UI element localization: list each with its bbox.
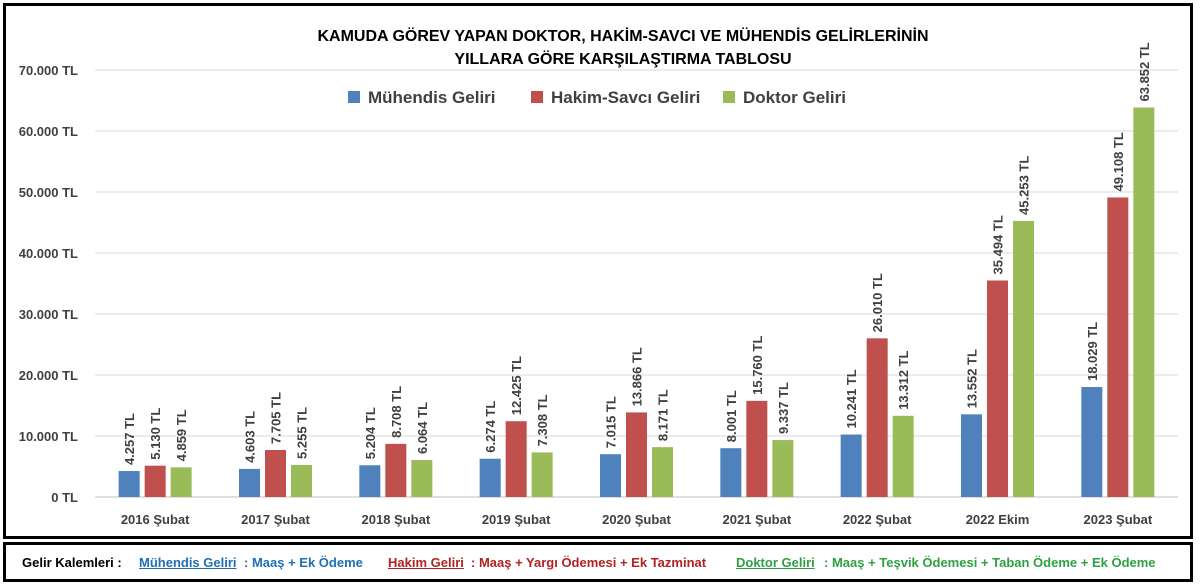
x-tick-label: 2020 Şubat bbox=[602, 512, 671, 527]
data-label: 7.308 TL bbox=[535, 394, 550, 446]
data-label: 13.866 TL bbox=[630, 347, 645, 406]
x-tick-label: 2017 Şubat bbox=[241, 512, 310, 527]
data-label: 5.255 TL bbox=[295, 407, 310, 459]
data-label: 35.494 TL bbox=[991, 215, 1006, 274]
data-label: 4.603 TL bbox=[243, 411, 258, 463]
data-label: 15.760 TL bbox=[750, 336, 765, 395]
bar bbox=[772, 440, 794, 497]
bar bbox=[652, 447, 673, 497]
legend-label: Mühendis Geliri bbox=[368, 88, 496, 107]
x-axis: 2016 Şubat 2017 Şubat 2018 Şubat 2019 Şubat… bbox=[121, 512, 1153, 527]
data-label: 8.171 TL bbox=[656, 389, 671, 441]
bar bbox=[411, 460, 433, 497]
x-tick-label: 2023 Şubat bbox=[1084, 512, 1153, 527]
bar bbox=[239, 468, 260, 497]
y-axis: 0 TL 10.000 TL 20.000 TL 30.000 TL 40.000 TL… bbox=[19, 63, 78, 505]
data-label: 4.859 TL bbox=[174, 409, 189, 461]
bar bbox=[840, 434, 862, 497]
data-label: 18.029 TL bbox=[1085, 322, 1100, 381]
x-tick-label: 2018 Şubat bbox=[362, 512, 431, 527]
bar bbox=[866, 338, 888, 497]
data-label: 12.425 TL bbox=[509, 356, 524, 415]
y-tick-label: 40.000 TL bbox=[19, 246, 78, 261]
data-label: 63.852 TL bbox=[1137, 42, 1152, 101]
y-tick-label: 0 TL bbox=[51, 490, 78, 505]
footer-prefix: Gelir Kalemleri : bbox=[22, 555, 122, 570]
bar bbox=[1133, 107, 1155, 497]
bar bbox=[892, 415, 914, 497]
data-label: 5.130 TL bbox=[148, 408, 163, 460]
bar bbox=[626, 412, 647, 497]
data-label: 5.204 TL bbox=[363, 407, 378, 459]
data-label: 8.001 TL bbox=[724, 390, 739, 442]
bar bbox=[291, 464, 312, 497]
y-tick-label: 10.000 TL bbox=[19, 429, 78, 444]
y-tick-label: 50.000 TL bbox=[19, 185, 78, 200]
footer-judge-name: Hakim Geliri bbox=[388, 555, 464, 570]
data-label: 6.064 TL bbox=[415, 402, 430, 454]
footer-doctor-items: : Maaş + Teşvik Ödemesi + Taban Ödeme + … bbox=[824, 555, 1156, 570]
chart-title-line2: YILLARA GÖRE KARŞILAŞTIRMA TABLOSU bbox=[454, 49, 791, 68]
bar bbox=[600, 454, 621, 497]
bar bbox=[987, 280, 1008, 497]
chart-frame: KAMUDA GÖREV YAPAN DOKTOR, HAKİM-SAVCI V… bbox=[3, 3, 1193, 539]
bars: 4.257 TL 5.130 TL 4.859 TL 4.603 TL 7.705 TL… bbox=[118, 42, 1155, 497]
bar bbox=[1013, 220, 1034, 497]
bar bbox=[720, 448, 742, 497]
data-label: 7.705 TL bbox=[269, 392, 284, 444]
y-tick-label: 30.000 TL bbox=[19, 307, 78, 322]
footer-judge-items: : Maaş + Yargı Ödemesi + Ek Tazminat bbox=[471, 555, 707, 570]
bar bbox=[961, 414, 982, 497]
y-tick-label: 70.000 TL bbox=[19, 63, 78, 78]
x-tick-label: 2019 Şubat bbox=[482, 512, 551, 527]
legend-label: Hakim-Savcı Geliri bbox=[551, 88, 700, 107]
footer-engineer-name: Mühendis Geliri bbox=[139, 555, 237, 570]
legend-swatch bbox=[531, 91, 543, 103]
x-tick-label: 2016 Şubat bbox=[121, 512, 190, 527]
bar bbox=[359, 465, 381, 497]
data-label: 8.708 TL bbox=[389, 386, 404, 438]
data-label: 49.108 TL bbox=[1111, 132, 1126, 191]
income-comparison-chart: KAMUDA GÖREV YAPAN DOKTOR, HAKİM-SAVCI V… bbox=[19, 26, 1178, 527]
legend: Mühendis Geliri Hakim-Savcı Geliri Doktor … bbox=[348, 88, 846, 107]
footer-doctor-name: Doktor Geliri bbox=[736, 555, 815, 570]
x-tick-label: 2022 Ekim bbox=[966, 512, 1030, 527]
legend-swatch bbox=[723, 91, 735, 103]
bar bbox=[746, 400, 768, 497]
data-label: 7.015 TL bbox=[604, 396, 619, 448]
bar bbox=[170, 467, 192, 497]
y-tick-label: 20.000 TL bbox=[19, 368, 78, 383]
data-label: 13.552 TL bbox=[965, 349, 980, 408]
data-label: 45.253 TL bbox=[1017, 156, 1032, 215]
y-tick-label: 60.000 TL bbox=[19, 124, 78, 139]
bar bbox=[265, 449, 286, 497]
legend-label: Doktor Geliri bbox=[743, 88, 846, 107]
bar bbox=[531, 452, 553, 497]
x-tick-label: 2021 Şubat bbox=[723, 512, 792, 527]
chart-title-line1: KAMUDA GÖREV YAPAN DOKTOR, HAKİM-SAVCI V… bbox=[317, 26, 928, 45]
bar bbox=[1081, 387, 1103, 497]
footer-legend: Gelir Kalemleri : Mühendis Geliri : Maaş… bbox=[3, 542, 1193, 582]
footer-engineer-items: : Maaş + Ek Ödeme bbox=[244, 555, 363, 570]
bar bbox=[118, 471, 140, 497]
data-label: 9.337 TL bbox=[776, 382, 791, 434]
data-label: 13.312 TL bbox=[896, 350, 911, 409]
bar bbox=[144, 465, 166, 497]
bar bbox=[1107, 197, 1129, 497]
data-label: 4.257 TL bbox=[122, 413, 137, 465]
data-label: 26.010 TL bbox=[870, 273, 885, 332]
bar bbox=[479, 458, 501, 497]
x-tick-label: 2022 Şubat bbox=[843, 512, 912, 527]
bar bbox=[505, 421, 527, 497]
data-label: 10.241 TL bbox=[844, 369, 859, 428]
bar bbox=[385, 443, 407, 497]
data-label: 6.274 TL bbox=[483, 401, 498, 453]
legend-swatch bbox=[348, 91, 360, 103]
